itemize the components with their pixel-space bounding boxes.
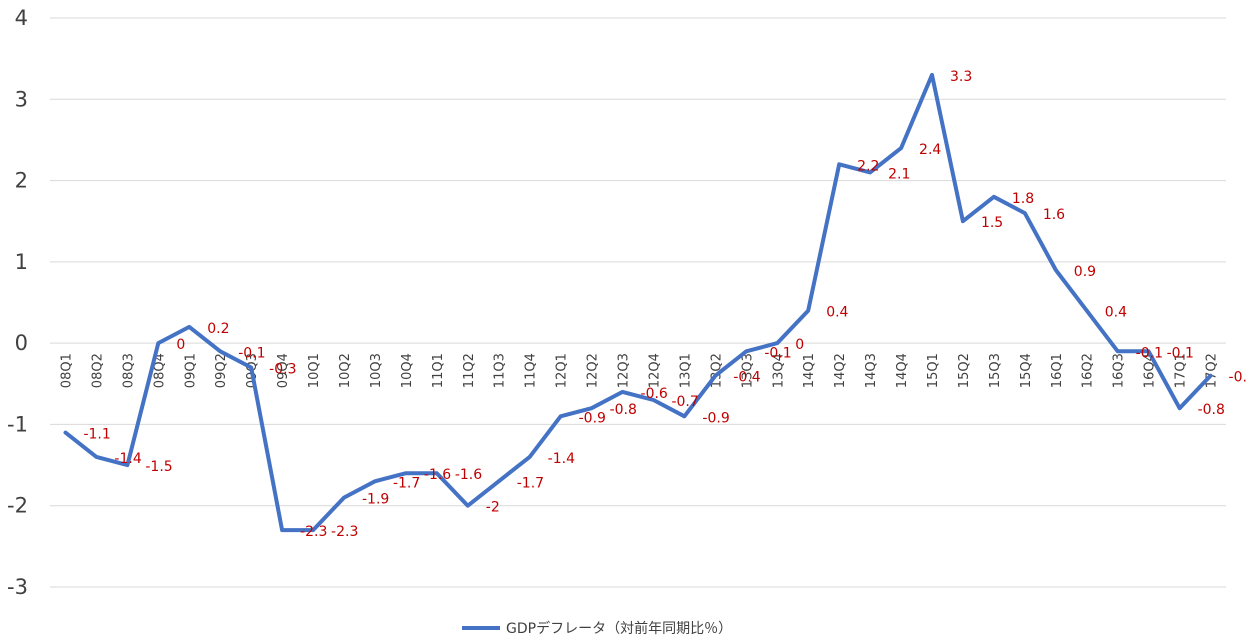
data-label: -0.1 xyxy=(1167,345,1194,361)
data-label: -0.8 xyxy=(610,402,637,418)
data-label: 1.5 xyxy=(981,215,1003,231)
x-tick-label: 13Q4 xyxy=(771,353,786,388)
data-label: -1.4 xyxy=(114,451,141,467)
x-tick-label: 14Q2 xyxy=(833,353,848,388)
x-tick-label: 17Q2 xyxy=(1205,353,1220,388)
x-tick-label: 09Q1 xyxy=(183,353,198,388)
data-label: -1.9 xyxy=(362,492,389,508)
x-tick-label: 17Q1 xyxy=(1174,353,1189,388)
x-tick-label: 15Q1 xyxy=(926,353,941,388)
data-label: -0.9 xyxy=(702,410,729,426)
data-label: -0.9 xyxy=(579,410,606,426)
y-tick-label: -3 xyxy=(7,575,28,599)
x-tick-label: 09Q2 xyxy=(214,353,229,388)
series-line xyxy=(63,72,1213,533)
x-tick-label: 14Q3 xyxy=(864,353,879,388)
data-label: -1.7 xyxy=(517,475,544,491)
y-axis-ticks: -3 -2 -1 0 1 2 3 4 xyxy=(7,6,28,599)
data-label: -0.1 xyxy=(764,345,791,361)
data-label: -1.6 xyxy=(455,467,482,483)
x-tick-label: 10Q4 xyxy=(400,353,415,388)
y-tick-label: 4 xyxy=(15,6,28,30)
x-tick-label: 15Q2 xyxy=(957,353,972,388)
x-tick-label: 10Q2 xyxy=(338,353,353,388)
x-tick-label: 14Q1 xyxy=(802,353,817,388)
data-label: 0.2 xyxy=(207,321,229,337)
data-label: -0.1 xyxy=(238,345,265,361)
y-tick-label: -2 xyxy=(7,494,28,518)
x-tick-label: 12Q2 xyxy=(586,353,601,388)
data-label: -0.7 xyxy=(671,394,698,410)
series-lines xyxy=(63,72,1213,533)
data-label: 0.4 xyxy=(1105,305,1127,321)
x-tick-label: 15Q4 xyxy=(1019,353,1034,388)
data-label: 2.2 xyxy=(857,158,879,174)
x-tick-label: 08Q1 xyxy=(59,353,74,388)
y-tick-label: 1 xyxy=(15,250,28,274)
data-label: -2.3 xyxy=(331,524,358,540)
y-tick-label: 2 xyxy=(15,169,28,193)
gridlines xyxy=(50,17,1226,588)
data-label: 2.4 xyxy=(919,142,941,158)
x-tick-label: 13Q1 xyxy=(678,353,693,388)
data-label: 0 xyxy=(176,337,185,353)
x-tick-label: 12Q1 xyxy=(555,353,570,388)
data-label: -2.3 xyxy=(300,524,327,540)
data-label: -1.6 xyxy=(424,467,451,483)
legend: GDPデフレータ（対前年同期比％） xyxy=(462,620,732,637)
data-label: -1.7 xyxy=(393,475,420,491)
data-label: -2 xyxy=(486,500,500,516)
data-label: -0.1 xyxy=(1136,345,1163,361)
data-label: 0.4 xyxy=(826,305,848,321)
x-tick-label: 11Q3 xyxy=(493,353,508,388)
data-label: 0.9 xyxy=(1074,264,1096,280)
x-tick-label: 12Q3 xyxy=(617,353,632,388)
x-tick-label: 10Q1 xyxy=(307,353,322,388)
x-tick-label: 11Q2 xyxy=(462,353,477,388)
x-tick-label: 08Q2 xyxy=(90,353,105,388)
x-tick-label: 08Q3 xyxy=(121,353,136,388)
x-tick-label: 16Q3 xyxy=(1112,353,1127,388)
x-tick-label: 13Q3 xyxy=(740,353,755,388)
data-label: -0.6 xyxy=(641,386,668,402)
x-tick-label: 10Q3 xyxy=(369,353,384,388)
x-tick-label: 16Q1 xyxy=(1050,353,1065,388)
data-label: -0.3 xyxy=(269,362,296,378)
y-tick-label: -1 xyxy=(7,412,28,436)
legend-label: GDPデフレータ（対前年同期比％） xyxy=(506,620,732,637)
x-tick-label: 09Q4 xyxy=(276,353,291,388)
data-label: 3.3 xyxy=(950,69,972,85)
data-label: -0.4 xyxy=(1229,370,1246,386)
data-labels: -1.1-1.4-1.500.2-0.1-0.3-2.3 -2.3-1.9-1.7… xyxy=(83,69,1246,540)
data-label: -1.1 xyxy=(83,427,110,443)
x-tick-label: 11Q1 xyxy=(431,353,446,388)
x-tick-label: 11Q4 xyxy=(524,353,539,388)
y-tick-label: 0 xyxy=(15,331,28,355)
data-label: 1.6 xyxy=(1043,207,1065,223)
data-label: 1.8 xyxy=(1012,191,1034,207)
data-label: 2.1 xyxy=(888,166,910,182)
data-label: -1.4 xyxy=(548,451,575,467)
data-label: 0 xyxy=(795,337,804,353)
x-tick-label: 12Q4 xyxy=(647,353,662,388)
data-label: -0.4 xyxy=(733,370,760,386)
y-tick-label: 3 xyxy=(15,87,28,111)
x-axis-ticks: 08Q1 08Q2 08Q3 08Q4 09Q1 09Q2 09Q3 09Q4 10Q1 10Q2… xyxy=(59,353,1219,388)
x-tick-label: 16Q2 xyxy=(1081,353,1096,388)
data-label: -1.5 xyxy=(145,459,172,475)
data-label: -0.8 xyxy=(1198,402,1225,418)
x-tick-label: 14Q4 xyxy=(895,353,910,388)
x-tick-label: 08Q4 xyxy=(152,353,167,388)
x-tick-label: 15Q3 xyxy=(988,353,1003,388)
